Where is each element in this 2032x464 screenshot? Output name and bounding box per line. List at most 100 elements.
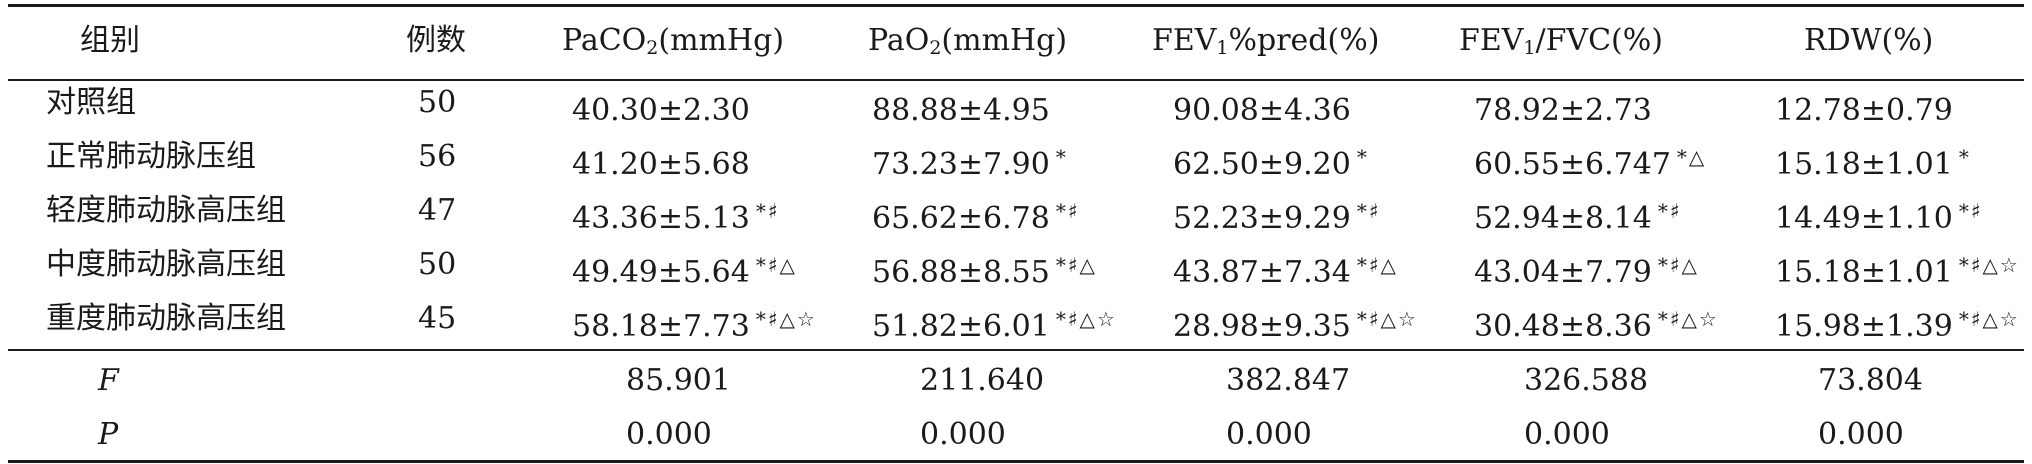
cell-n: 45 <box>418 301 457 336</box>
cell-rdw-value: 15.18±1.01 <box>1775 255 1953 290</box>
cell-fev1fvc: 52.94±8.14 *♯ <box>1474 184 1682 238</box>
cell-rdw: 12.78±0.79 <box>1775 76 1959 130</box>
table-row: 正常肺动脉压组 56 41.20±5.68 73.23±7.90 * 62.50±… <box>0 130 2032 184</box>
cell-group: 对照组 <box>46 85 136 120</box>
cell-n: 50 <box>418 247 457 282</box>
header-paco2: PaCO2(mmHg) <box>562 14 784 68</box>
cell-pao2-mark: *♯ <box>1055 199 1080 223</box>
header-row: 组别 例数 PaCO2(mmHg) PaO2(mmHg) FEV1%pred(%… <box>0 14 2032 68</box>
cell-fev1pred: 62.50±9.20 * <box>1173 130 1369 184</box>
bottom-rule <box>8 460 2024 463</box>
cell-n: 50 <box>418 85 457 120</box>
stat-row-f: F 85.901 211.640 382.847 326.588 73.804 <box>0 354 2032 408</box>
cell-fev1fvc-mark: *♯△☆ <box>1657 307 1719 331</box>
cell-fev1fvc-value: 43.04±7.79 <box>1474 255 1652 290</box>
cell-paco2: 58.18±7.73 *♯△☆ <box>572 292 817 346</box>
table-row: 中度肺动脉高压组 50 49.49±5.64 *♯△ 56.88±8.55 *♯△ … <box>0 238 2032 292</box>
cell-paco2-value: 41.20±5.68 <box>572 147 750 182</box>
cell-paco2-value: 40.30±2.30 <box>572 93 750 128</box>
cell-fev1pred: 90.08±4.36 <box>1173 76 1357 130</box>
header-fev1pred-subscript: 1 <box>1216 37 1229 59</box>
cell-rdw-mark: *♯△☆ <box>1958 253 2020 277</box>
cell-fev1pred: 43.87±7.34 *♯△ <box>1173 238 1398 292</box>
header-pao2: PaO2(mmHg) <box>868 14 1067 68</box>
header-fev1fvc-unit: /FVC(%) <box>1535 23 1663 58</box>
stat-p-rdw: 0.000 <box>1818 417 1904 452</box>
stat-f-fev1pred: 382.847 <box>1226 363 1351 398</box>
header-paco2-subscript: 2 <box>646 37 659 59</box>
cell-fev1fvc-mark: *♯ <box>1657 199 1682 223</box>
header-n: 例数 <box>406 23 466 58</box>
cell-group: 重度肺动脉高压组 <box>46 301 286 336</box>
table-row: 重度肺动脉高压组 45 58.18±7.73 *♯△☆ 51.82±6.01 *♯△… <box>0 292 2032 346</box>
cell-pao2-value: 65.62±6.78 <box>872 201 1050 236</box>
cell-fev1fvc-value: 30.48±8.36 <box>1474 309 1652 344</box>
header-paco2-text: PaCO <box>562 23 647 58</box>
cell-pao2: 65.62±6.78 *♯ <box>872 184 1080 238</box>
header-fev1pred-text: FEV <box>1152 23 1217 58</box>
header-fev1pred: FEV1%pred(%) <box>1152 14 1379 68</box>
cell-fev1pred: 28.98±9.35 *♯△☆ <box>1173 292 1418 346</box>
cell-fev1fvc-value: 60.55±6.747 <box>1474 147 1671 182</box>
stat-p-fev1pred: 0.000 <box>1226 417 1312 452</box>
cell-fev1pred-mark: * <box>1356 145 1369 169</box>
cell-rdw: 14.49±1.10 *♯ <box>1775 184 1983 238</box>
stat-f-paco2: 85.901 <box>626 363 731 398</box>
stat-f-pao2: 211.640 <box>920 363 1045 398</box>
header-pao2-subscript: 2 <box>929 37 942 59</box>
cell-paco2-value: 49.49±5.64 <box>572 255 750 290</box>
header-fev1fvc-subscript: 1 <box>1523 37 1536 59</box>
cell-rdw-value: 14.49±1.10 <box>1775 201 1953 236</box>
cell-fev1pred-value: 28.98±9.35 <box>1173 309 1351 344</box>
header-fev1fvc: FEV1/FVC(%) <box>1459 14 1663 68</box>
cell-fev1fvc-mark: *△ <box>1676 145 1707 169</box>
cell-n: 47 <box>418 193 457 228</box>
cell-pao2-mark: * <box>1055 145 1068 169</box>
cell-fev1pred: 52.23±9.29 *♯ <box>1173 184 1381 238</box>
cell-rdw-value: 12.78±0.79 <box>1775 93 1953 128</box>
header-pao2-unit: (mmHg) <box>941 23 1068 58</box>
cell-fev1fvc: 43.04±7.79 *♯△ <box>1474 238 1699 292</box>
cell-group: 轻度肺动脉高压组 <box>46 193 286 228</box>
table-row: 轻度肺动脉高压组 47 43.36±5.13 *♯ 65.62±6.78 *♯ 52… <box>0 184 2032 238</box>
header-pao2-text: PaO <box>868 23 930 58</box>
cell-rdw-value: 15.18±1.01 <box>1775 147 1953 182</box>
cell-group: 正常肺动脉压组 <box>46 139 256 174</box>
cell-rdw: 15.98±1.39 *♯△☆ <box>1775 292 2020 346</box>
table-row: 对照组 50 40.30±2.30 88.88±4.95 90.08±4.36 … <box>0 76 2032 130</box>
cell-rdw: 15.18±1.01 *♯△☆ <box>1775 238 2020 292</box>
stat-p-paco2: 0.000 <box>626 417 712 452</box>
cell-fev1pred-value: 52.23±9.29 <box>1173 201 1351 236</box>
header-fev1pred-unit: %pred(%) <box>1228 23 1380 58</box>
cell-rdw-mark: * <box>1958 145 1971 169</box>
cell-pao2-value: 56.88±8.55 <box>872 255 1050 290</box>
cell-rdw-mark: *♯ <box>1958 199 1983 223</box>
cell-fev1fvc-value: 78.92±2.73 <box>1474 93 1652 128</box>
cell-paco2: 40.30±2.30 <box>572 76 756 130</box>
cell-pao2: 88.88±4.95 <box>872 76 1056 130</box>
cell-fev1fvc: 30.48±8.36 *♯△☆ <box>1474 292 1719 346</box>
header-rdw: RDW(%) <box>1804 23 1934 58</box>
cell-fev1pred-value: 90.08±4.36 <box>1173 93 1351 128</box>
top-rule <box>8 4 2024 7</box>
stat-f-fev1fvc: 326.588 <box>1524 363 1649 398</box>
cell-fev1fvc: 78.92±2.73 <box>1474 76 1658 130</box>
cell-pao2-mark: *♯△☆ <box>1055 307 1117 331</box>
cell-paco2-value: 43.36±5.13 <box>572 201 750 236</box>
cell-group: 中度肺动脉高压组 <box>46 247 286 282</box>
cell-n: 56 <box>418 139 457 174</box>
cell-pao2-value: 51.82±6.01 <box>872 309 1050 344</box>
cell-paco2-mark: *♯△ <box>755 253 797 277</box>
cell-paco2: 41.20±5.68 <box>572 130 756 184</box>
stat-p-fev1fvc: 0.000 <box>1524 417 1610 452</box>
cell-fev1fvc-mark: *♯△ <box>1657 253 1699 277</box>
cell-paco2-mark: *♯ <box>755 199 780 223</box>
cell-fev1pred-value: 43.87±7.34 <box>1173 255 1351 290</box>
stat-p-pao2: 0.000 <box>920 417 1006 452</box>
cell-paco2: 43.36±5.13 *♯ <box>572 184 780 238</box>
cell-paco2: 49.49±5.64 *♯△ <box>572 238 797 292</box>
cell-rdw-mark: *♯△☆ <box>1958 307 2020 331</box>
header-group: 组别 <box>80 23 140 58</box>
cell-pao2: 51.82±6.01 *♯△☆ <box>872 292 1117 346</box>
cell-rdw-value: 15.98±1.39 <box>1775 309 1953 344</box>
